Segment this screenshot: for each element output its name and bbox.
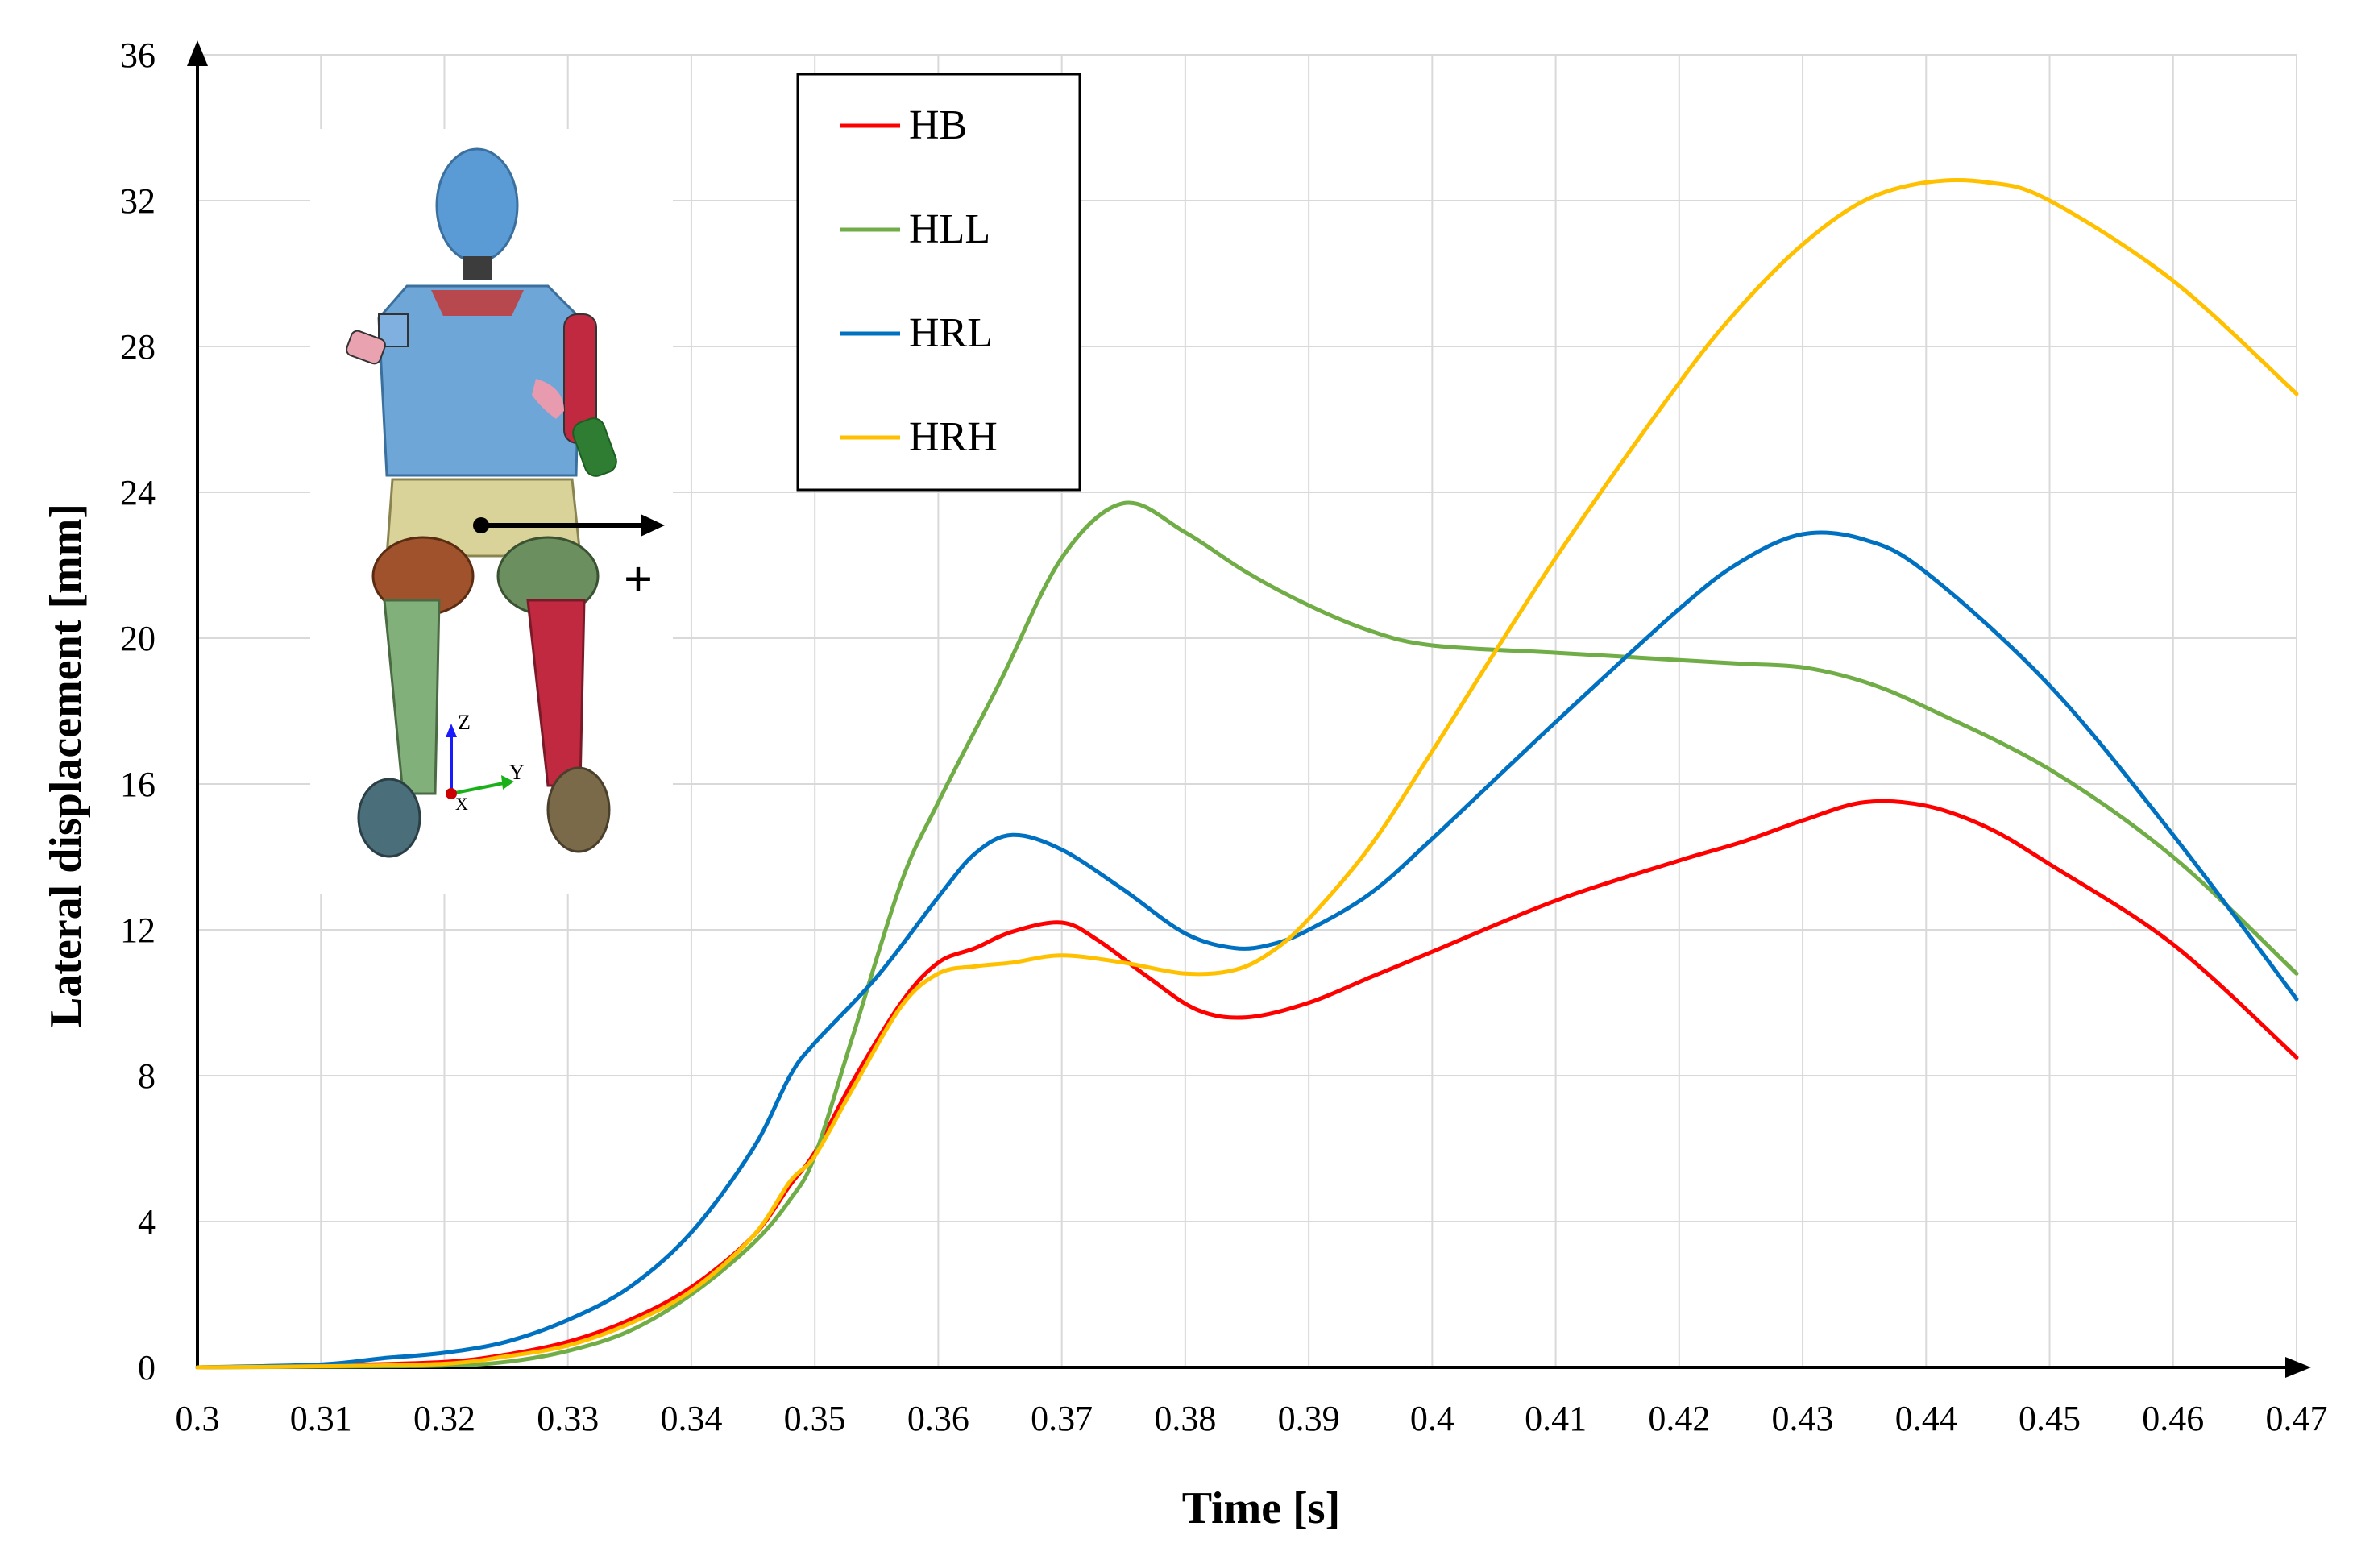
x-tick-label: 0.33 xyxy=(537,1399,599,1438)
x-tick-label: 0.38 xyxy=(1154,1399,1216,1438)
x-tick-label: 0.43 xyxy=(1772,1399,1834,1438)
x-tick-label: 0.4 xyxy=(1410,1399,1454,1438)
y-axis-title: Lateral displacement [mm] xyxy=(41,504,91,1027)
x-tick-label: 0.34 xyxy=(660,1399,722,1438)
series-line-hrh xyxy=(195,178,2299,1370)
legend-label-hrh: HRH xyxy=(909,414,998,460)
x-tick-label: 0.47 xyxy=(2266,1399,2328,1438)
x-tick-label: 0.41 xyxy=(1525,1399,1587,1438)
x-tick-label: 0.36 xyxy=(907,1399,969,1438)
y-axis-arrow xyxy=(187,40,208,66)
x-tick-label: 0.44 xyxy=(1895,1399,1957,1438)
x-tick-label: 0.39 xyxy=(1278,1399,1340,1438)
y-tick-label: 32 xyxy=(120,181,156,221)
series-line-hrl xyxy=(195,530,2299,1370)
x-tick-label: 0.45 xyxy=(2019,1399,2081,1438)
x-tick-label: 0.46 xyxy=(2142,1399,2204,1438)
dummy-illustration: + Z Y X xyxy=(310,129,673,894)
tick-labels: 0.3 0.31 0.32 0.33 0.34 0.35 0.36 0.37 0.38 0.39 0… xyxy=(120,35,2328,1438)
y-tick-label: 24 xyxy=(120,473,156,512)
axis-z-label: Z xyxy=(458,711,471,734)
axis-x-label: X xyxy=(455,794,468,814)
series-lines xyxy=(195,178,2299,1370)
y-tick-label: 36 xyxy=(120,35,156,75)
x-tick-label: 0.37 xyxy=(1031,1399,1093,1438)
y-tick-label: 16 xyxy=(120,765,156,804)
legend-box xyxy=(796,73,1081,492)
x-tick-label: 0.35 xyxy=(784,1399,846,1438)
legend: HB HLL HRL HRH xyxy=(796,73,1081,492)
x-axis-title: Time [s] xyxy=(1182,1483,1341,1533)
axes xyxy=(187,40,2311,1378)
axis-y-label: Y xyxy=(509,761,525,784)
legend-label-hb: HB xyxy=(909,102,967,148)
x-tick-label: 0.31 xyxy=(290,1399,352,1438)
y-tick-label: 0 xyxy=(138,1348,156,1388)
x-tick-label: 0.3 xyxy=(176,1399,220,1438)
y-tick-label: 4 xyxy=(138,1202,156,1242)
legend-label-hll: HLL xyxy=(909,206,990,252)
x-tick-label: 0.42 xyxy=(1648,1399,1710,1438)
y-tick-label: 8 xyxy=(138,1056,156,1096)
series-line-hll xyxy=(195,500,2299,1370)
legend-label-hrl: HRL xyxy=(909,310,993,356)
y-tick-label: 28 xyxy=(120,327,156,367)
positive-direction-label: + xyxy=(624,550,653,608)
y-tick-label: 12 xyxy=(120,911,156,950)
x-axis-arrow xyxy=(2285,1357,2311,1378)
x-tick-label: 0.32 xyxy=(413,1399,475,1438)
y-tick-label: 20 xyxy=(120,619,156,658)
